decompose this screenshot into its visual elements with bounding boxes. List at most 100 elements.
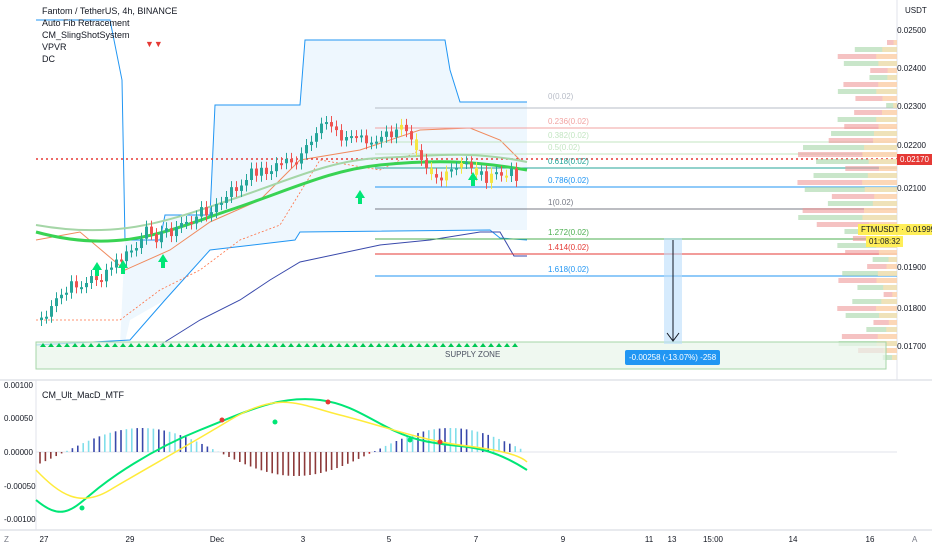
ma-ribbon — [35, 160, 528, 243]
candle-body — [340, 130, 343, 141]
candle-body — [350, 136, 353, 139]
zone-marker-icon — [512, 343, 518, 347]
trend-line — [159, 231, 527, 346]
indicator-fib[interactable]: Auto Fib Retracement — [42, 18, 130, 28]
candle-body — [55, 298, 58, 307]
vpvr-bar — [837, 89, 897, 94]
zone-marker-icon — [200, 343, 206, 347]
candle-body — [425, 159, 428, 169]
zone-marker-icon — [280, 343, 286, 347]
price-label: 0.02300 — [897, 102, 926, 111]
zone-marker-icon — [40, 343, 46, 347]
candle-body — [130, 250, 133, 253]
vpvr-bar — [828, 138, 897, 143]
zone-marker-icon — [296, 343, 302, 347]
time-label: 11 — [644, 535, 654, 544]
fib-label: 0.5(0.02) — [548, 143, 581, 152]
vpvr-bar — [887, 68, 897, 73]
vpvr-bar — [879, 313, 897, 318]
macd-axis-label: 0.00000 — [4, 448, 33, 457]
zone-marker-icon — [272, 343, 278, 347]
measure-arrowhead-icon — [666, 332, 680, 342]
zone-marker-icon — [352, 343, 358, 347]
auto-scale-button[interactable]: A — [912, 535, 918, 544]
current-price-tag: 0.02170 — [897, 154, 932, 165]
ticker-tag: FTMUSDT · 0.01999 — [858, 224, 932, 235]
candle-body — [265, 167, 268, 175]
candle-body — [315, 133, 318, 142]
vpvr-bar — [886, 327, 897, 332]
zone-marker-icon — [408, 343, 414, 347]
vpvr-bar — [855, 96, 897, 101]
zone-marker-icon — [192, 343, 198, 347]
price-label: 0.01800 — [897, 304, 926, 313]
vpvr-bar — [867, 173, 897, 178]
fib-label: 1.618(0.02) — [548, 265, 589, 274]
vpvr-bar — [868, 159, 897, 164]
macd-title[interactable]: CM_Ult_MacD_MTF — [42, 390, 125, 400]
zone-marker-icon — [416, 343, 422, 347]
zone-marker-icon — [232, 343, 238, 347]
candle-body — [140, 238, 143, 249]
vpvr-bar — [831, 131, 897, 136]
candle-body — [50, 306, 53, 317]
zoom-z-button[interactable]: Z — [4, 535, 9, 544]
candle-body — [450, 169, 453, 172]
vpvr-bar — [844, 124, 897, 129]
zone-marker-icon — [96, 343, 102, 347]
zone-marker-icon — [328, 343, 334, 347]
time-label: 7 — [473, 535, 479, 544]
vpvr-bar — [852, 299, 897, 304]
vpvr-bar — [886, 103, 897, 108]
vpvr-bar — [873, 320, 897, 325]
zone-marker-icon — [464, 343, 470, 347]
indicator-vpvr[interactable]: VPVR — [42, 42, 67, 52]
candle-body — [175, 227, 178, 237]
zone-marker-icon — [336, 343, 342, 347]
sell-arrow-icon: ▼▼ — [145, 39, 163, 49]
vpvr-bar — [869, 75, 897, 80]
fib-label: 1.414(0.02) — [548, 243, 589, 252]
zone-marker-icon — [448, 343, 454, 347]
vpvr-bar — [876, 54, 897, 59]
candle-body — [255, 168, 258, 176]
candle-body — [395, 129, 398, 138]
vpvr-bar — [798, 215, 897, 220]
vpvr-bar — [867, 264, 897, 269]
candle-body — [400, 124, 403, 130]
vpvr-bar — [802, 208, 897, 213]
zone-marker-icon — [176, 343, 182, 347]
zone-marker-icon — [80, 343, 86, 347]
zone-marker-icon — [480, 343, 486, 347]
candle-body — [375, 141, 378, 144]
vpvr-bar — [877, 334, 897, 339]
vpvr-bar — [845, 166, 897, 171]
cross-dot — [437, 439, 443, 445]
measure-label[interactable]: -0.00258 (-13.07%) -258 — [625, 350, 721, 365]
candle-body — [415, 139, 418, 151]
vpvr-bar — [882, 110, 897, 115]
candle-body — [195, 216, 198, 224]
indicator-dc[interactable]: DC — [42, 54, 55, 64]
vpvr-bar — [878, 166, 897, 171]
candle-body — [510, 168, 513, 176]
candle-body — [165, 228, 168, 232]
vpvr-bar — [864, 145, 897, 150]
zone-marker-icon — [64, 343, 70, 347]
candle-body — [445, 171, 448, 181]
zone-marker-icon — [488, 343, 494, 347]
zone-marker-icon — [456, 343, 462, 347]
vpvr-bar — [804, 187, 897, 192]
vpvr-bar — [878, 250, 897, 255]
vpvr-bar — [843, 61, 897, 66]
macd-axis-label: -0.00100 — [4, 515, 36, 524]
currency-label[interactable]: USDT — [905, 6, 927, 15]
indicator-slingshot[interactable]: CM_SlingShotSystem — [42, 30, 130, 40]
candle-body — [460, 163, 463, 168]
zone-marker-icon — [344, 343, 350, 347]
candle-body — [65, 292, 68, 295]
fib-label: 0(0.02) — [548, 92, 574, 101]
symbol-title[interactable]: Fantom / TetherUS, 4h, BINANCE — [42, 6, 178, 16]
candle-body — [305, 145, 308, 154]
